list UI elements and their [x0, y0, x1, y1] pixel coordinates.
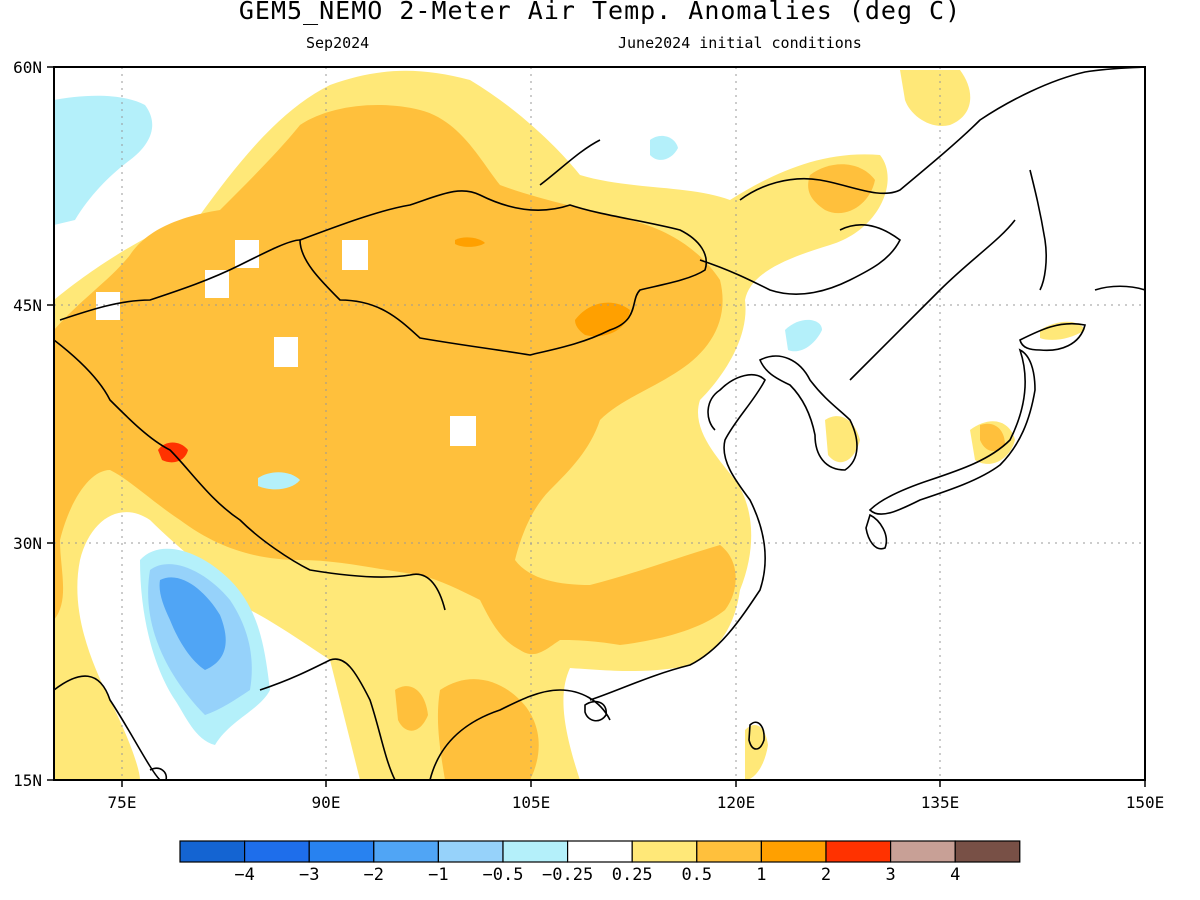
- x-tick-label: 105E: [512, 793, 551, 812]
- colorbar-label: 0.5: [681, 865, 712, 885]
- anomaly-area-0.5-1: [808, 164, 875, 214]
- china-india-border: [54, 339, 446, 611]
- x-tick-label: 90E: [312, 793, 341, 812]
- colorbar-swatch: [308, 840, 375, 863]
- masked-cell: [205, 270, 229, 298]
- bay-of-bengal-coast: [259, 658, 396, 780]
- masked-cell: [235, 240, 259, 268]
- colorbar-swatch: [760, 840, 827, 863]
- anomaly-area-minus-0.25: [785, 319, 822, 352]
- chart-title: GEM5_NEMO 2-Meter Air Temp. Anomalies (d…: [238, 0, 962, 25]
- colorbar-swatch: [889, 840, 956, 863]
- hainan-island: [584, 700, 607, 722]
- coastlines: [54, 67, 1145, 780]
- sakhalin-island: [1029, 169, 1047, 291]
- anomaly-fill-layer: [54, 70, 1085, 780]
- colorbar-swatch: [502, 840, 569, 863]
- colorbar-swatch: [179, 840, 246, 863]
- colorbar-swatch: [566, 840, 633, 863]
- anomaly-area-0.25-0.5: [745, 725, 768, 780]
- x-tick-label: 135E: [921, 793, 960, 812]
- colorbar-swatch: [696, 840, 762, 863]
- caspian-kazakh-border: [59, 239, 301, 321]
- china-east-coast: [589, 374, 766, 701]
- colorbar-label: −4: [234, 865, 254, 885]
- colorbar-label: −2: [364, 865, 384, 885]
- colorbar-label: 0.25: [612, 865, 653, 885]
- x-tick-label: 120E: [717, 793, 756, 812]
- x-tick-label: 150E: [1126, 793, 1165, 812]
- anomaly-area-minus-0.25: [54, 95, 153, 226]
- initial-conditions: June2024 initial conditions: [618, 34, 862, 52]
- anomaly-area-0.5-1: [437, 679, 539, 780]
- colorbar-label: −0.5: [483, 865, 524, 885]
- anomaly-area-0.25-0.5: [825, 416, 860, 463]
- anomaly-area-minus-0.25: [650, 135, 678, 160]
- hokkaido-island: [1019, 322, 1086, 352]
- kamchatka-coast: [1094, 285, 1145, 291]
- indochina-coast: [429, 689, 611, 780]
- sea-of-japan-coast: [849, 219, 1016, 381]
- colorbar-swatch: [631, 840, 698, 863]
- lake-baikal: [539, 139, 601, 186]
- russia-coast: [739, 67, 1145, 201]
- colorbar: −4 −3 −2 −1 −0.5 −0.25 0.25 0.5 1 2 3 4: [179, 840, 1021, 885]
- x-tick-label: 75E: [108, 793, 137, 812]
- masked-cell: [342, 240, 368, 270]
- anomaly-area-0.25-0.5: [900, 70, 971, 126]
- y-tick-label: 30N: [13, 534, 42, 553]
- colorbar-swatch: [244, 840, 310, 863]
- plot-frame: [53, 66, 1146, 781]
- colorbar-label: 1: [756, 865, 766, 885]
- honshu-island: [868, 348, 1036, 515]
- anomaly-area-0.5-1: [395, 686, 428, 731]
- colorbar-swatch: [825, 840, 892, 863]
- taiwan-island: [748, 721, 765, 750]
- colorbar-label: −1: [428, 865, 448, 885]
- anomaly-area-0.5-1: [980, 423, 1005, 452]
- tick-marks: [47, 66, 1146, 787]
- mongolia-border: [299, 190, 707, 356]
- anomaly-area-minus-1: [159, 577, 226, 670]
- masked-cell: [450, 416, 476, 446]
- anomaly-area-minus-0.25: [258, 472, 300, 490]
- colorbar-label: −3: [299, 865, 319, 885]
- valid-month: Sep2024: [306, 34, 370, 52]
- manchuria-border: [699, 224, 902, 295]
- y-tick-label: 15N: [13, 771, 42, 790]
- kyushu-island: [865, 513, 888, 550]
- y-tick-label: 60N: [13, 58, 42, 77]
- masked-cell: [274, 337, 298, 367]
- colorbar-swatch: [437, 840, 504, 863]
- colorbar-swatch: [954, 840, 1021, 863]
- anomaly-area-1-2: [455, 237, 485, 247]
- y-tick-label: 45N: [13, 296, 42, 315]
- colorbar-label: −0.25: [542, 865, 593, 885]
- anomaly-area-0.5-1: [54, 105, 736, 655]
- colorbar-label: 2: [821, 865, 831, 885]
- sri-lanka-island: [149, 767, 168, 780]
- korea-peninsula: [758, 355, 858, 471]
- colorbar-label: 3: [885, 865, 895, 885]
- india-coast: [54, 675, 161, 780]
- colorbar-label: 4: [950, 865, 960, 885]
- colorbar-swatch: [373, 840, 439, 863]
